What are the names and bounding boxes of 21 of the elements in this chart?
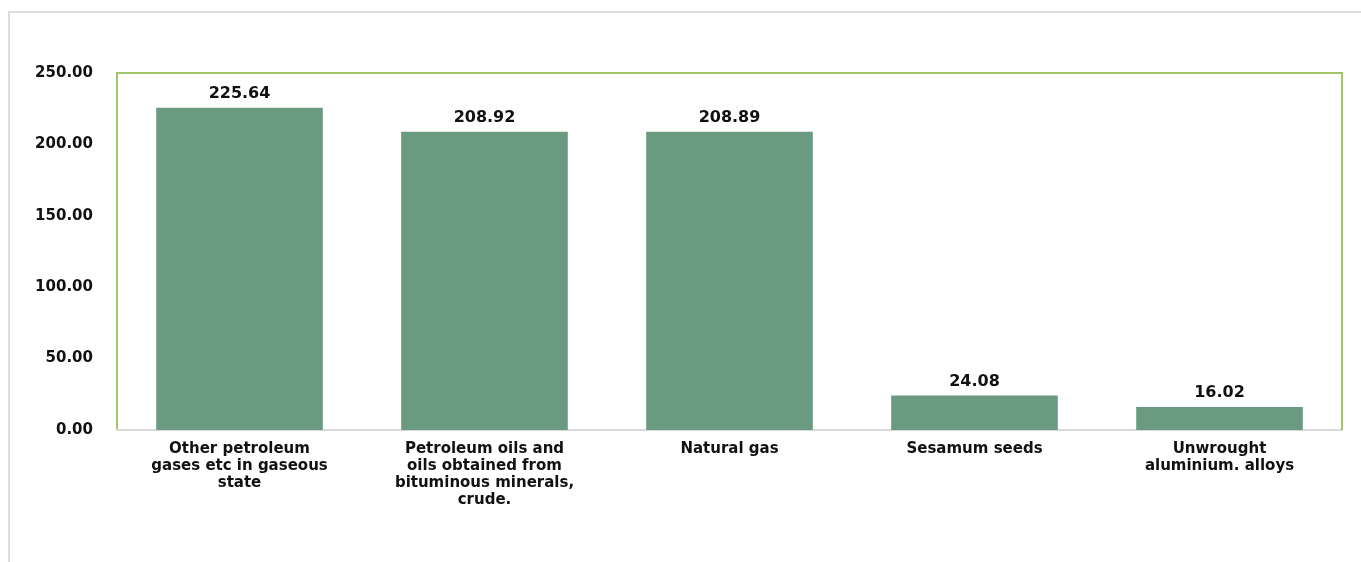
data-label: 208.89 (698, 106, 761, 126)
bar (1136, 407, 1303, 430)
x-tick-label: Sesamum seeds (906, 438, 1043, 457)
y-tick-label: 200.00 (35, 134, 93, 153)
bar (646, 131, 813, 430)
x-tick-label: Natural gas (680, 438, 779, 457)
x-tick-label: Petroleum oils and oils obtained from bituminous minerals, crude. (394, 438, 575, 509)
bar (401, 131, 568, 430)
data-label: 225.64 (208, 82, 271, 102)
y-tick-label: 0.00 (55, 419, 93, 438)
data-label: 208.92 (453, 106, 516, 126)
bar (891, 395, 1058, 430)
y-tick-label: 100.00 (35, 277, 93, 296)
x-tick-label: Other petroleum gases etc in gaseous state (151, 438, 328, 492)
x-tick-label: Unwrought aluminium. alloys (1144, 438, 1295, 474)
data-label: 16.02 (1194, 382, 1245, 402)
y-tick-label: 250.00 (35, 62, 93, 81)
bar (156, 107, 323, 430)
y-tick-label: 50.00 (45, 348, 93, 367)
data-label: 24.08 (949, 370, 1000, 390)
y-tick-label: 150.00 (35, 205, 93, 224)
